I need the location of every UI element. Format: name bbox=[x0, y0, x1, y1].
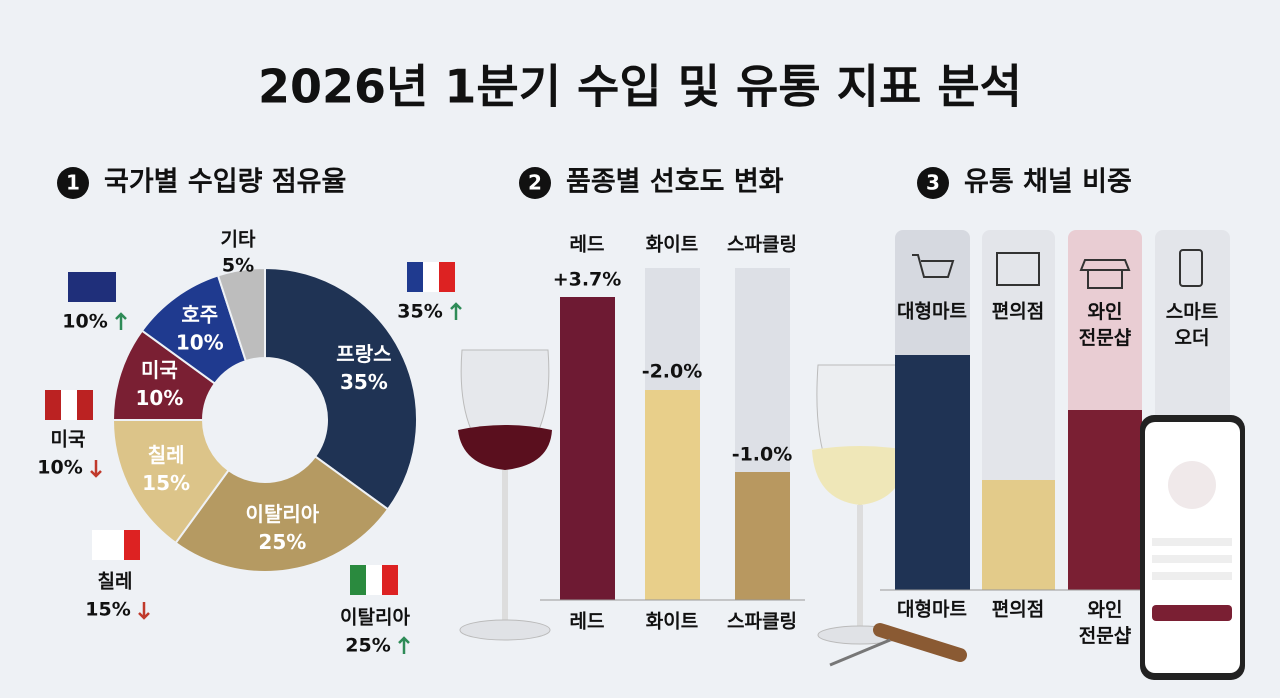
section-heading: 국가별 수입량 점유율 bbox=[104, 167, 346, 198]
variety-axis-label: 화이트 bbox=[646, 611, 698, 633]
phone bbox=[1140, 415, 1245, 680]
slice-name: 프랑스 bbox=[336, 342, 391, 366]
channel-name: 스마트 오더 bbox=[1166, 301, 1218, 349]
flag-part bbox=[382, 565, 398, 595]
flag-part bbox=[366, 565, 382, 595]
country-callout: 칠레 15% bbox=[85, 530, 150, 621]
trend-arrow bbox=[90, 460, 102, 478]
variety-change: -2.0% bbox=[642, 361, 703, 383]
flag-part bbox=[100, 272, 116, 302]
flag-part bbox=[61, 390, 77, 420]
slice-value: 10% bbox=[135, 386, 183, 410]
variety-name: 화이트 bbox=[646, 234, 698, 256]
flag-part bbox=[439, 262, 455, 292]
variety-name: 레드 bbox=[570, 234, 605, 256]
channel-axis-label: 편의점 bbox=[992, 599, 1044, 621]
slice-value: 25% bbox=[258, 530, 306, 554]
slice-value: 10% bbox=[176, 331, 224, 355]
callout-value: 10% bbox=[37, 457, 82, 479]
slice-name: 이탈리아 bbox=[246, 502, 320, 526]
variety-axis-label: 레드 bbox=[570, 611, 605, 633]
flag-part bbox=[350, 565, 366, 595]
channel-name: 대형마트 bbox=[897, 301, 967, 323]
trend-arrow bbox=[138, 602, 150, 620]
donut-slice bbox=[216, 266, 266, 363]
flag-part bbox=[108, 530, 124, 560]
slice-name: 기타 bbox=[221, 229, 256, 251]
country-callout: 미국 10% bbox=[37, 390, 102, 479]
country-callout: 10% bbox=[62, 272, 127, 333]
slice-value: 5% bbox=[222, 255, 254, 277]
donut-slice bbox=[111, 419, 230, 545]
slice-name: 미국 bbox=[141, 358, 178, 382]
callout-name: 이탈리아 bbox=[340, 607, 410, 629]
country-callout: 35% bbox=[397, 262, 462, 323]
section-badge bbox=[57, 167, 89, 199]
flag-part bbox=[423, 262, 439, 292]
variety-bars bbox=[540, 268, 805, 601]
red-wine-glass bbox=[458, 349, 552, 641]
variety-axis-label: 스파클링 bbox=[727, 611, 797, 633]
flag-part bbox=[68, 272, 84, 302]
flag-part bbox=[407, 262, 423, 292]
callout-name: 미국 bbox=[51, 429, 86, 451]
slice-name: 칠레 bbox=[148, 443, 185, 467]
channel-name: 편의점 bbox=[992, 301, 1044, 323]
trend-arrow bbox=[450, 302, 462, 320]
title: 2026년 1분기 수입 및 유통 지표 분석 bbox=[258, 60, 1022, 114]
variety-change: +3.7% bbox=[553, 269, 622, 291]
section-badge bbox=[917, 167, 949, 199]
callout-value: 10% bbox=[62, 311, 107, 333]
section-heading: 품종별 선호도 변화 bbox=[566, 167, 784, 198]
section-number: 3 bbox=[926, 171, 940, 195]
flag-part bbox=[92, 530, 108, 560]
variety-change: -1.0% bbox=[732, 444, 793, 466]
country-callout: 이탈리아 25% bbox=[340, 565, 410, 657]
donut-slice bbox=[264, 266, 418, 511]
donut-slice bbox=[174, 455, 390, 573]
section-number: 1 bbox=[66, 171, 80, 195]
channel-axis-label: 와인 전문샵 bbox=[1079, 599, 1132, 647]
flag-part bbox=[84, 272, 100, 302]
slice-value: 15% bbox=[142, 471, 190, 495]
callout-name: 칠레 bbox=[98, 571, 133, 593]
slice-value: 35% bbox=[340, 370, 388, 394]
section-badge bbox=[519, 167, 551, 199]
section-number: 2 bbox=[528, 171, 542, 195]
callout-value: 35% bbox=[397, 301, 442, 323]
channel-columns bbox=[880, 230, 1230, 591]
flag-part bbox=[77, 390, 93, 420]
trend-arrow bbox=[115, 312, 127, 330]
variety-name: 스파클링 bbox=[727, 234, 797, 256]
channel-axis-label: 대형마트 bbox=[897, 599, 967, 621]
section-heading: 유통 채널 비중 bbox=[964, 167, 1132, 198]
callout-value: 25% bbox=[345, 635, 390, 657]
slice-name: 호주 bbox=[181, 303, 218, 327]
flag-part bbox=[45, 390, 61, 420]
trend-arrow bbox=[398, 636, 410, 654]
callout-value: 15% bbox=[85, 599, 130, 621]
flag-part bbox=[124, 530, 140, 560]
white-wine-glass bbox=[812, 364, 967, 667]
channel-name: 와인 전문샵 bbox=[1079, 301, 1132, 349]
